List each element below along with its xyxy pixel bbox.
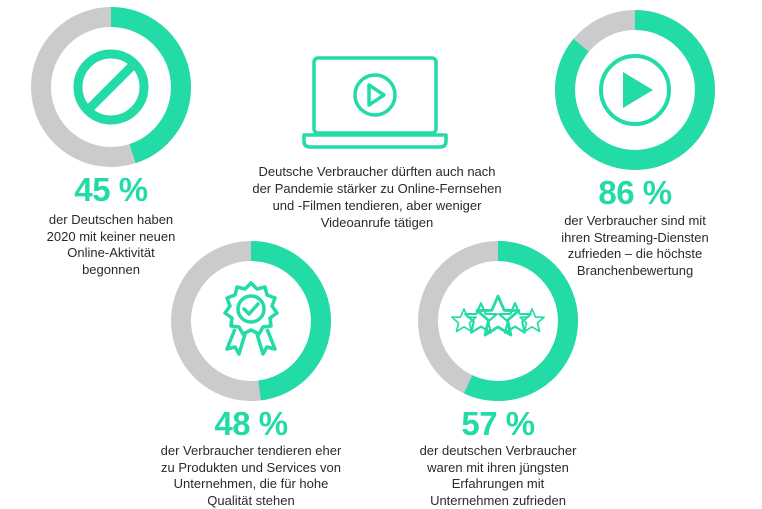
- desc-line: Unternehmen zufrieden: [393, 493, 603, 509]
- center-line: und -Filmen tendieren, aber weniger: [232, 197, 522, 214]
- percent-value: 57 %: [433, 406, 563, 442]
- center-line: der Pandemie stärker zu Online-Fernsehen: [232, 180, 522, 197]
- percent-value: 86 %: [570, 175, 700, 211]
- stars-rating-icon: [452, 296, 544, 335]
- desc-line: Qualität stehen: [136, 493, 366, 509]
- stat-description: der Verbraucher tendieren eher zu Produk…: [136, 443, 366, 509]
- center-line: Videoanrufe tätigen: [232, 214, 522, 231]
- desc-line: Erfahrungen mit: [393, 476, 603, 493]
- center-description: Deutsche Verbraucher dürften auch nach d…: [232, 163, 522, 231]
- percent-value: 45 %: [46, 172, 176, 208]
- donut-45: [31, 7, 191, 167]
- center-line: Deutsche Verbraucher dürften auch nach: [232, 163, 522, 180]
- play-circle-icon: [601, 56, 669, 124]
- desc-line: waren mit ihren jüngsten: [393, 460, 603, 477]
- desc-line: der deutschen Verbraucher: [393, 443, 603, 460]
- donut-86: [555, 10, 715, 170]
- donut-57: [418, 241, 578, 401]
- desc-line: der Verbraucher sind mit: [535, 213, 735, 230]
- percent-value: 48 %: [186, 406, 316, 442]
- desc-line: der Deutschen haben: [11, 212, 211, 229]
- donut-48: [171, 241, 331, 401]
- desc-line: zu Produkten und Services von: [136, 460, 366, 477]
- laptop-play-icon: [300, 55, 450, 155]
- desc-line: der Verbraucher tendieren eher: [136, 443, 366, 460]
- quality-badge-icon: [225, 283, 277, 354]
- desc-line: Unternehmen, die für hohe: [136, 476, 366, 493]
- stat-description: der deutschen Verbraucher waren mit ihre…: [393, 443, 603, 509]
- prohibited-icon: [78, 54, 144, 120]
